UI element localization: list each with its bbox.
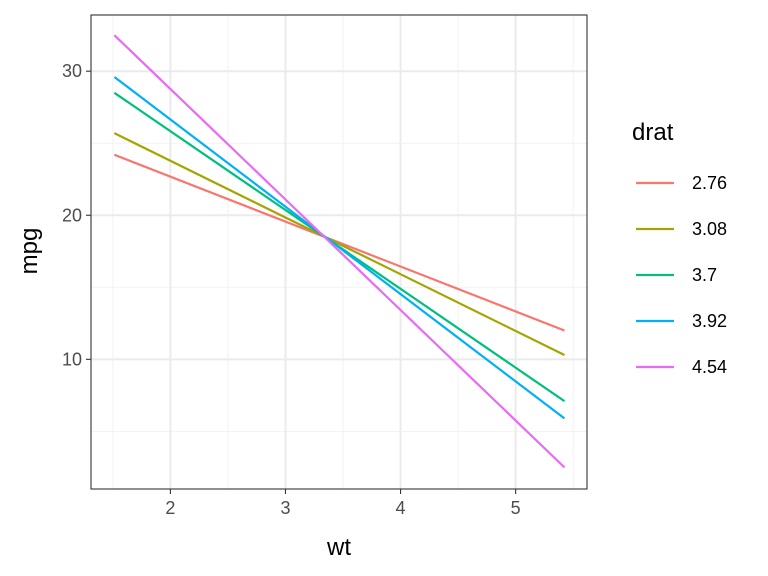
legend: 2.76 3.08 3.7 3.92 4.54: [636, 173, 727, 377]
legend-title: drat: [632, 119, 674, 146]
x-tick-label: 3: [280, 498, 290, 518]
legend-label-4: 4.54: [692, 357, 727, 377]
plot-panel-border: [90, 14, 588, 490]
series-line-0: [113, 153, 565, 332]
series-line-3: [113, 76, 566, 420]
x-tick-label: 4: [396, 498, 406, 518]
x-axis-title: wt: [326, 534, 351, 561]
series-line-1: [113, 132, 565, 356]
y-tick-label: 10: [62, 349, 82, 369]
y-tick-label: 20: [62, 205, 82, 225]
y-tick-label: 30: [62, 61, 82, 81]
x-tick-label: 2: [165, 498, 175, 518]
series-lines: [113, 34, 566, 469]
legend-label-1: 3.08: [692, 219, 727, 239]
y-axis-title: mpg: [16, 228, 43, 275]
y-axis-ticks: 10 20 30: [62, 61, 91, 369]
legend-label-0: 2.76: [692, 173, 727, 193]
legend-label-2: 3.7: [692, 265, 717, 285]
x-axis-ticks: 2 3 4 5: [165, 489, 521, 518]
legend-label-3: 3.92: [692, 311, 727, 331]
minor-gridlines: [91, 15, 587, 489]
series-line-4: [113, 34, 566, 469]
x-tick-label: 5: [511, 498, 521, 518]
